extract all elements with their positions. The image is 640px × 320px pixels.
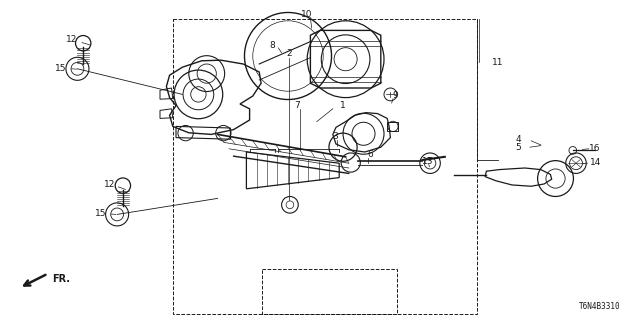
Text: 15: 15 (55, 64, 67, 73)
Bar (262, 269, 397, 314)
Text: T6N4B3310: T6N4B3310 (579, 302, 621, 311)
Text: 3: 3 (332, 132, 337, 141)
Text: 7: 7 (294, 101, 300, 110)
Text: 13: 13 (422, 157, 433, 166)
Text: 14: 14 (589, 158, 601, 167)
Text: 9: 9 (393, 91, 398, 100)
Text: 6: 6 (367, 150, 372, 159)
Text: 5: 5 (516, 143, 521, 152)
Text: 16: 16 (589, 144, 601, 153)
Text: 15: 15 (95, 209, 107, 218)
Text: 12: 12 (66, 36, 77, 44)
Text: 2: 2 (287, 49, 292, 58)
Text: 1: 1 (340, 101, 345, 110)
Text: 11: 11 (492, 58, 504, 67)
Text: 12: 12 (104, 180, 116, 189)
Text: FR.: FR. (52, 274, 70, 284)
Text: 8: 8 (269, 41, 275, 50)
Bar (173, 19, 477, 314)
Text: 4: 4 (516, 135, 521, 144)
Text: 10: 10 (301, 10, 313, 19)
